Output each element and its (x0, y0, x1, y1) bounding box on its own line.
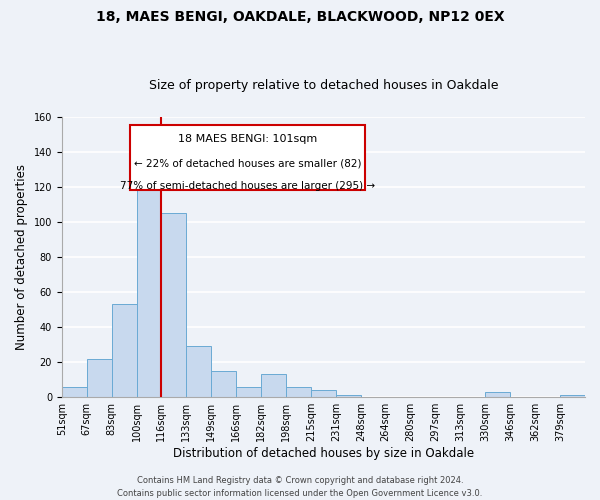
Bar (311, 390, 336, 397)
FancyBboxPatch shape (130, 125, 365, 190)
Bar (62, 386, 86, 397)
Y-axis label: Number of detached properties: Number of detached properties (15, 164, 28, 350)
Text: 77% of semi-detached houses are larger (295) →: 77% of semi-detached houses are larger (… (120, 182, 375, 192)
Bar (336, 396, 361, 397)
Bar (261, 374, 286, 397)
Text: Contains HM Land Registry data © Crown copyright and database right 2024.
Contai: Contains HM Land Registry data © Crown c… (118, 476, 482, 498)
Bar (485, 392, 510, 397)
X-axis label: Distribution of detached houses by size in Oakdale: Distribution of detached houses by size … (173, 447, 474, 460)
Bar (86, 358, 112, 397)
Title: Size of property relative to detached houses in Oakdale: Size of property relative to detached ho… (149, 79, 498, 92)
Bar (286, 386, 311, 397)
Text: 18, MAES BENGI, OAKDALE, BLACKWOOD, NP12 0EX: 18, MAES BENGI, OAKDALE, BLACKWOOD, NP12… (95, 10, 505, 24)
Text: 18 MAES BENGI: 101sqm: 18 MAES BENGI: 101sqm (178, 134, 317, 143)
Bar (187, 346, 211, 397)
Bar (137, 187, 161, 397)
Bar (236, 386, 261, 397)
Bar (161, 213, 187, 397)
Text: ← 22% of detached houses are smaller (82): ← 22% of detached houses are smaller (82… (134, 159, 361, 169)
Bar (560, 396, 585, 397)
Bar (112, 304, 137, 397)
Bar (211, 371, 236, 397)
